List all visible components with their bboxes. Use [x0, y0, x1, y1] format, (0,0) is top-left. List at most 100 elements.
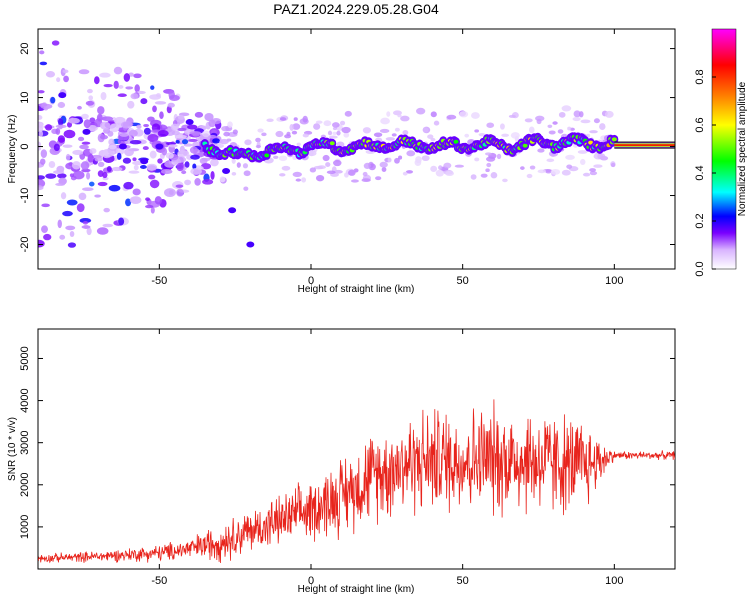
- spectrogram-cell: [610, 162, 616, 168]
- spectrogram-cell: [589, 171, 598, 176]
- spectrogram-cell: [343, 132, 350, 138]
- spectrogram-cell: [486, 122, 495, 128]
- spectrogram-cell: [422, 127, 429, 133]
- spectrogram-cell: [478, 132, 486, 137]
- spectrogram-cell: [480, 173, 488, 178]
- spectrogram-cell: [81, 113, 89, 120]
- spectrogram-cell: [236, 162, 241, 168]
- spectrogram-cell: [168, 94, 180, 102]
- spectrogram-cell: [405, 170, 414, 174]
- snr-x-ticks: -50 0 50 100: [151, 329, 624, 587]
- spectrogram-cell: [430, 111, 437, 118]
- spectrogram-cell: [66, 121, 73, 128]
- spectrogram-cell: [558, 111, 566, 118]
- spectrogram-cell: [86, 172, 91, 180]
- colorbar-gradient: [711, 28, 737, 270]
- y-tick-label: 1000: [19, 515, 31, 539]
- spectrogram-cell: [416, 107, 426, 115]
- spectrogram-cell: [490, 172, 498, 179]
- spectrogram-cell: [44, 124, 53, 131]
- spectrogram-cell: [315, 120, 323, 124]
- spectrogram-cell: [301, 177, 307, 183]
- spectrogram-cell: [529, 165, 536, 170]
- spectrogram-cell: [284, 134, 292, 139]
- spectrogram-cell: [344, 110, 352, 117]
- spectrogram-cell: [88, 95, 94, 101]
- y-tick-label: 20: [19, 42, 31, 54]
- spectrogram-cell: [292, 123, 301, 130]
- spectrogram-cell: [65, 225, 76, 231]
- spectrogram-cell: [266, 118, 274, 122]
- spectrogram-cell: [557, 129, 564, 134]
- spectrogram-cell: [109, 123, 120, 133]
- spectrogram-cell: [145, 197, 151, 202]
- spectrogram-cell: [292, 171, 302, 178]
- spectrogram-cell: [327, 130, 333, 136]
- spectrogram-cell: [129, 196, 142, 204]
- spectrogram-cell: [315, 174, 325, 182]
- spectrogram-cell: [279, 173, 286, 177]
- spectrogram-cell: [474, 129, 480, 133]
- spectrogram-cell: [168, 144, 178, 148]
- spectrogram-cell: [154, 196, 162, 205]
- spectrogram-cell: [57, 173, 67, 179]
- spectrogram-cell: [485, 168, 490, 173]
- spectrogram-cell: [326, 170, 336, 174]
- spectrogram-cell: [69, 231, 75, 238]
- spectrogram-cell: [181, 139, 189, 145]
- spectrogram-cell: [577, 150, 588, 154]
- spectrogram-cell: [261, 132, 267, 137]
- spectrogram-cell: [443, 162, 452, 169]
- spectrogram-cell: [85, 100, 95, 106]
- spectrogram-cell: [39, 50, 45, 55]
- spectrogram-cell: [77, 105, 82, 110]
- spectrogram-cell: [147, 116, 155, 122]
- x-tick-label: -50: [151, 575, 167, 587]
- spectrogram-cell: [103, 207, 110, 213]
- y-tick-label: 0: [19, 143, 31, 149]
- spectrogram-cell: [72, 170, 85, 180]
- spectrogram-cell: [614, 144, 675, 146]
- spectrogram-cell: [143, 127, 151, 135]
- spectrogram-cell: [40, 158, 46, 165]
- spectrogram-cell: [202, 179, 214, 185]
- spectrogram-cell: [83, 119, 91, 129]
- spectrogram-cell: [317, 165, 326, 170]
- spectrogram-cell: [375, 176, 382, 181]
- spectrogram-cell: [149, 179, 160, 189]
- spectrogram-cell: [96, 227, 109, 235]
- spectrogram-cell: [128, 129, 138, 137]
- spectrogram-cell: [438, 165, 443, 170]
- spectrogram-cell: [391, 133, 397, 137]
- spectrogram-cell: [38, 103, 48, 107]
- spectrogram-cell: [177, 114, 185, 120]
- spectrogram-cell: [500, 123, 505, 130]
- spectrogram-cell: [102, 223, 114, 228]
- spectrogram-cell: [142, 146, 149, 151]
- spectrogram-cell: [122, 157, 132, 164]
- spectrogram-cell: [223, 131, 231, 137]
- spectrogram-cell: [302, 115, 308, 123]
- spectrogram-cell: [264, 153, 270, 158]
- spectrogram-cell: [149, 94, 162, 100]
- y-tick-label: -10: [19, 188, 31, 204]
- spectrogram-cell: [471, 112, 480, 119]
- spectrogram-cell: [94, 157, 103, 162]
- spectrogram-cell: [67, 242, 77, 248]
- spectrogram-cell: [41, 225, 48, 233]
- spectrogram-cell: [117, 93, 127, 98]
- spectrogram-cell: [94, 194, 101, 198]
- spectrogram-cell: [228, 207, 237, 214]
- spectrogram-cell: [58, 118, 64, 126]
- spectrogram-cell: [332, 131, 337, 136]
- x-tick-label: 0: [308, 575, 314, 587]
- spectrogram-cell: [187, 124, 198, 130]
- spectrogram-cell: [88, 181, 95, 187]
- spectrogram-cell: [190, 167, 202, 175]
- spectrogram-cell: [227, 121, 233, 128]
- spectrogram-cell: [82, 128, 91, 135]
- spectrogram-cell: [62, 144, 73, 148]
- colorbar-ticks: 0.0 0.2 0.4 0.6 0.8: [694, 69, 716, 277]
- spectrogram-cell: [398, 155, 403, 160]
